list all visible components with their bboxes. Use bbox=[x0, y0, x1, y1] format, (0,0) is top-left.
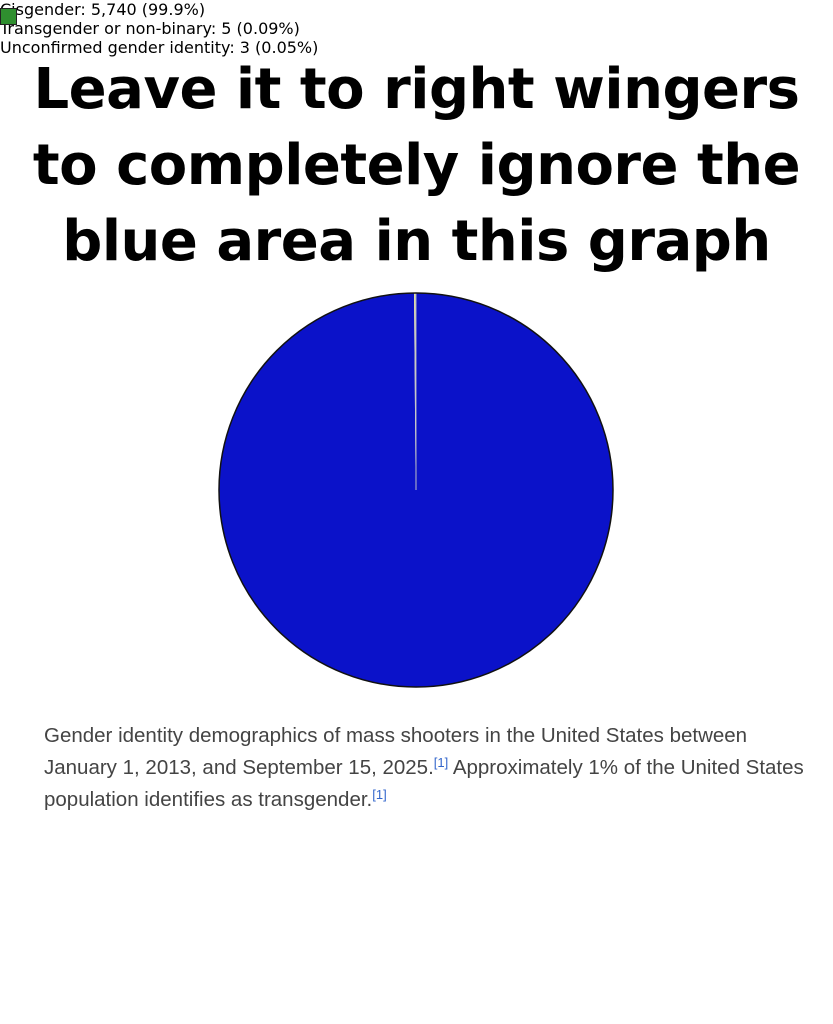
title-line: to completely ignore the bbox=[32, 133, 801, 198]
title: Leave it to right wingers to completely i… bbox=[0, 52, 833, 280]
caption: Gender identity demographics of mass sho… bbox=[44, 720, 804, 816]
legend-label: Transgender or non-binary: 5 (0.09%) bbox=[0, 19, 300, 38]
legend-swatch bbox=[0, 8, 17, 25]
caption-text: Gender identity demographics of mass sho… bbox=[44, 724, 748, 779]
legend: Cisgender: 5,740 (99.9%) Transgender or n… bbox=[0, 0, 833, 57]
footnote-ref: [1] bbox=[433, 755, 449, 770]
legend-label: Unconfirmed gender identity: 3 (0.05%) bbox=[0, 38, 319, 57]
caption-text: Approximately 1% of the United States po… bbox=[44, 756, 804, 811]
title-line: Leave it to right wingers bbox=[33, 57, 800, 122]
legend-item: Cisgender: 5,740 (99.9%) bbox=[0, 0, 833, 25]
footnote-ref: [1] bbox=[372, 787, 387, 802]
pie-outline bbox=[218, 292, 614, 688]
title-line: blue area in this graph bbox=[62, 209, 771, 274]
pie-chart bbox=[218, 292, 614, 688]
legend-item: Unconfirmed gender identity: 3 (0.05%) bbox=[0, 8, 833, 57]
legend-item: Transgender or non-binary: 5 (0.09%) bbox=[0, 8, 833, 38]
legend-label: Cisgender: 5,740 (99.9%) bbox=[0, 0, 206, 19]
